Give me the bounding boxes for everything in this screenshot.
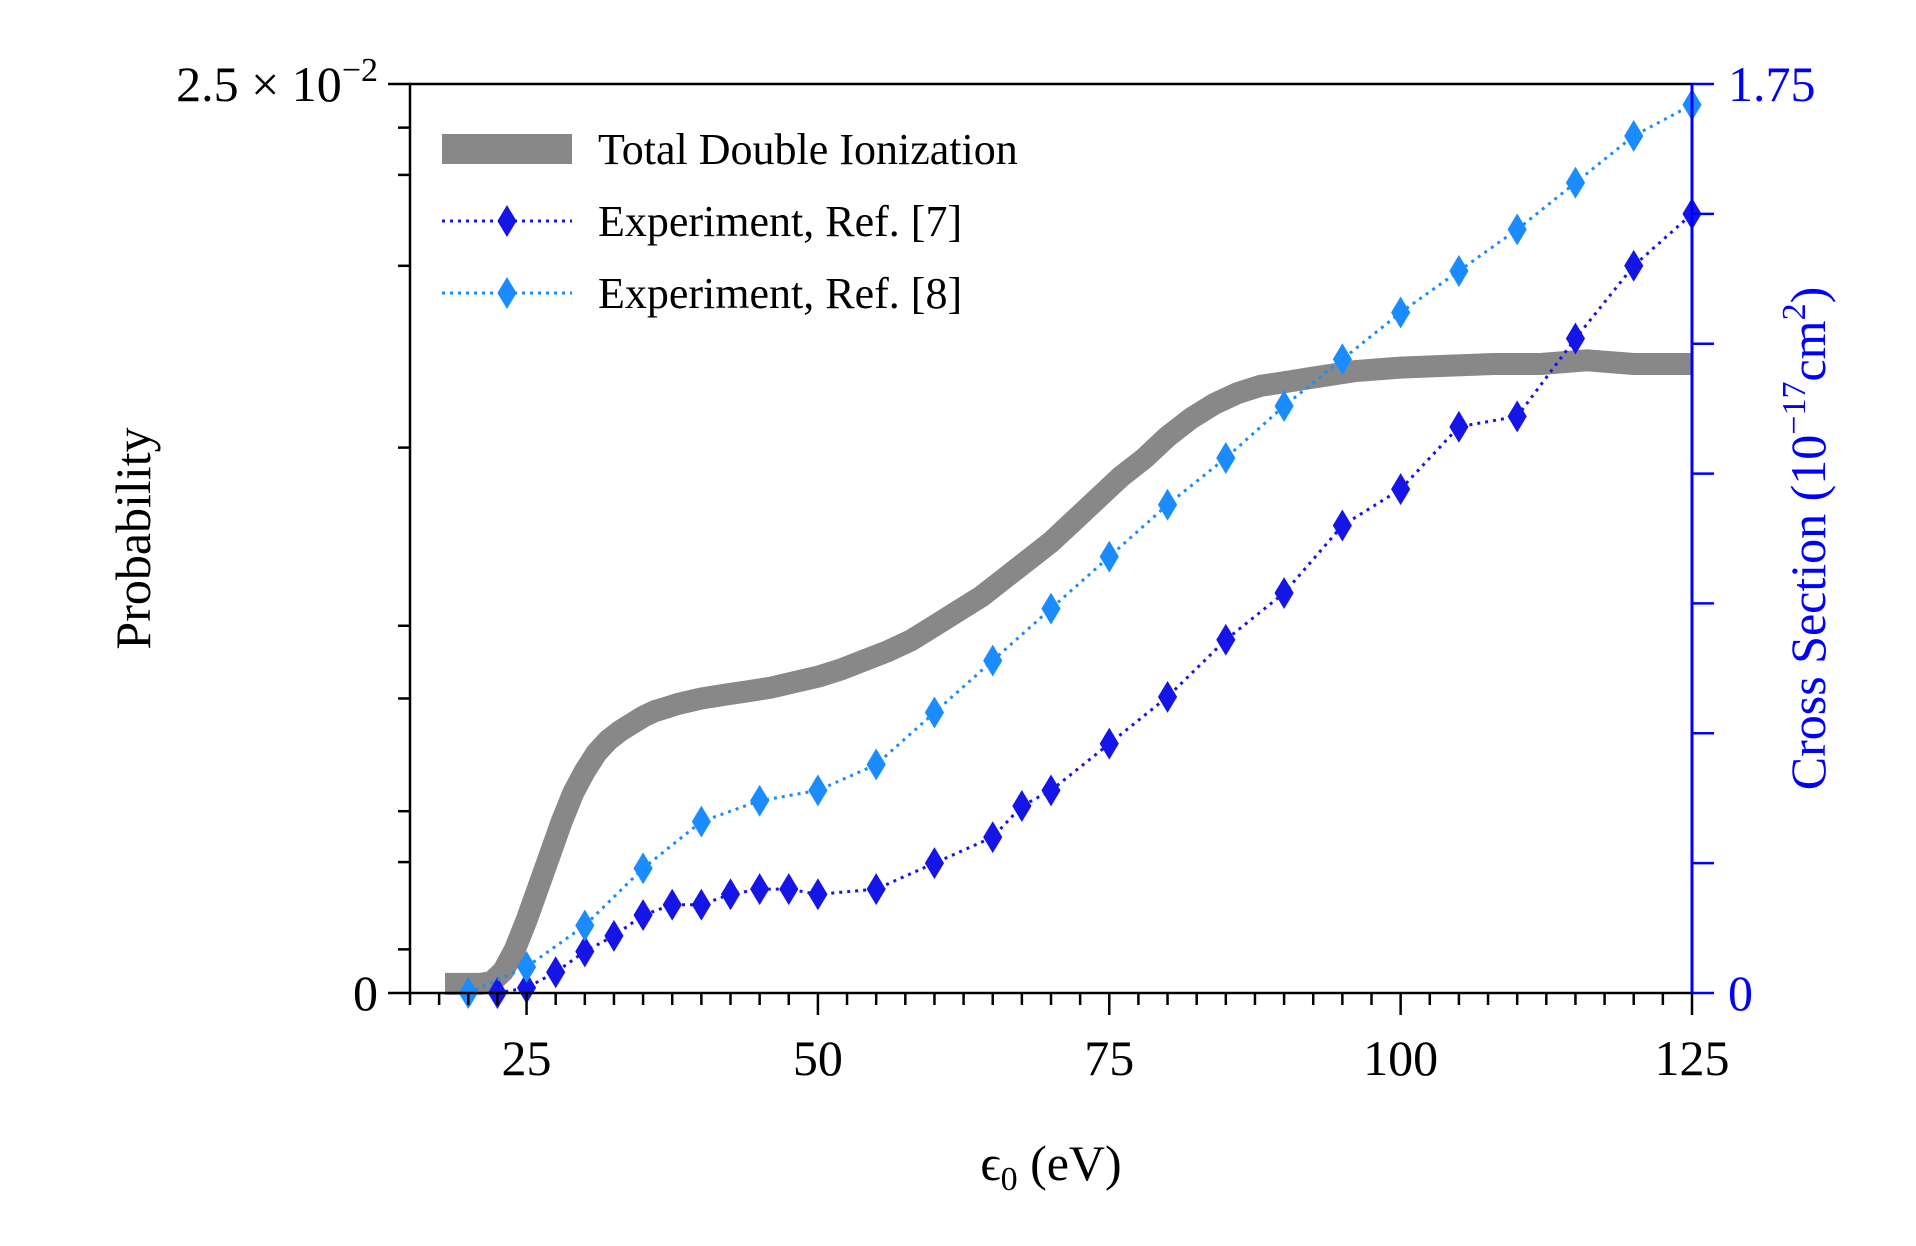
data-point-exp8 (1157, 488, 1178, 521)
data-point-exp8 (1449, 255, 1469, 287)
data-point-exp7 (1012, 790, 1032, 822)
x-tick-labels: 25 50 75 100 125 (502, 1030, 1730, 1086)
data-point-exp8 (750, 784, 770, 817)
axis-ticks (388, 82, 1714, 1015)
data-point-exp8 (1099, 540, 1119, 573)
y-axis-label-right-mid: cm (1780, 320, 1836, 381)
legend-marker-exp8 (497, 277, 517, 309)
x-tick-label: 25 (502, 1030, 552, 1086)
data-point-exp7 (546, 956, 566, 989)
data-point-exp7 (1157, 680, 1178, 713)
legend-label-exp7: Experiment, Ref. [7] (598, 197, 962, 246)
y-axis-label-left: Probability (105, 427, 161, 649)
data-point-exp8 (866, 748, 886, 781)
data-point-exp7 (1332, 509, 1352, 542)
x-tick-label: 100 (1363, 1030, 1438, 1086)
legend-label-exp8: Experiment, Ref. [8] (598, 269, 962, 318)
data-point-exp8 (1507, 213, 1527, 246)
left-tick-label-top: 2.5 × 10−2 (176, 52, 378, 112)
left-tick-label-zero: 0 (353, 965, 378, 1021)
data-point-exp7 (924, 847, 945, 880)
legend-marker-exp7 (497, 205, 517, 237)
data-point-exp7 (575, 935, 595, 968)
data-point-exp7 (720, 878, 741, 911)
data-point-exp8 (1274, 390, 1294, 423)
right-tick-label-zero: 0 (1728, 965, 1753, 1021)
data-point-exp8 (1041, 592, 1061, 625)
legend-item-total: Total Double Ionization (442, 125, 1018, 174)
data-point-exp7 (779, 873, 799, 906)
data-point-exp7 (1624, 249, 1644, 282)
data-point-exp7 (633, 899, 653, 932)
legend-item-exp7: Experiment, Ref. [7] (442, 197, 962, 246)
data-point-exp7 (662, 888, 682, 921)
data-point-exp7 (1099, 727, 1119, 760)
data-point-exp8 (575, 909, 595, 942)
y-axis-label-right: Cross Section (10−17cm2) (1776, 287, 1836, 790)
data-point-exp8 (1565, 166, 1586, 199)
y-axis-label-right-suffix: ) (1780, 287, 1836, 304)
data-point-exp7 (691, 888, 711, 921)
data-point-exp7 (1391, 473, 1411, 506)
data-point-exp8 (1216, 442, 1236, 474)
legend-item-exp8: Experiment, Ref. [8] (442, 269, 962, 318)
y-axis-label-right-exp2: 2 (1776, 303, 1813, 320)
data-point-exp7 (750, 873, 770, 906)
data-point-exp8 (691, 805, 711, 838)
data-point-exp8 (633, 852, 653, 885)
data-point-exp7 (604, 919, 624, 952)
data-point-exp7 (1565, 322, 1586, 355)
data-point-exp7 (983, 821, 1003, 854)
legend-label-total: Total Double Ionization (598, 125, 1018, 174)
data-point-exp7 (1274, 577, 1294, 610)
x-axis-label-subscript: 0 (1001, 1161, 1018, 1198)
x-tick-label: 75 (1084, 1030, 1134, 1086)
data-point-exp7 (1216, 623, 1236, 656)
left-tick-label-top-base: 2.5 × 10 (176, 56, 342, 112)
data-point-exp8 (1332, 343, 1352, 376)
y-axis-label-right-prefix: Cross Section (10 (1780, 435, 1836, 791)
data-point-exp8 (924, 696, 945, 729)
series-line-exp7 (497, 212, 1693, 995)
data-point-exp7 (1041, 774, 1061, 807)
data-point-exp8 (808, 774, 828, 807)
legend: Total Double Ionization Experiment, Ref.… (442, 125, 1018, 318)
x-tick-label: 125 (1655, 1030, 1730, 1086)
left-tick-label-top-exp: −2 (342, 52, 378, 89)
plot-series (445, 88, 1702, 1009)
x-tick-label: 50 (793, 1030, 843, 1086)
data-point-exp8 (1624, 119, 1644, 152)
x-axis-label-unit: (eV) (1018, 1135, 1122, 1191)
series-line-total (445, 349, 1692, 995)
data-point-exp7 (808, 878, 828, 911)
data-point-exp8 (516, 951, 537, 984)
right-tick-label-top: 1.75 (1728, 56, 1816, 112)
data-point-exp8 (983, 644, 1003, 677)
data-point-exp8 (1391, 296, 1411, 329)
x-axis-label-symbol: ϵ (980, 1135, 1000, 1191)
data-point-exp7 (866, 873, 886, 906)
y-axis-label-right-exp: −17 (1776, 382, 1813, 435)
x-axis-label: ϵ0 (eV) (980, 1135, 1121, 1198)
data-point-exp7 (1507, 400, 1527, 433)
data-point-exp7 (1449, 410, 1469, 443)
